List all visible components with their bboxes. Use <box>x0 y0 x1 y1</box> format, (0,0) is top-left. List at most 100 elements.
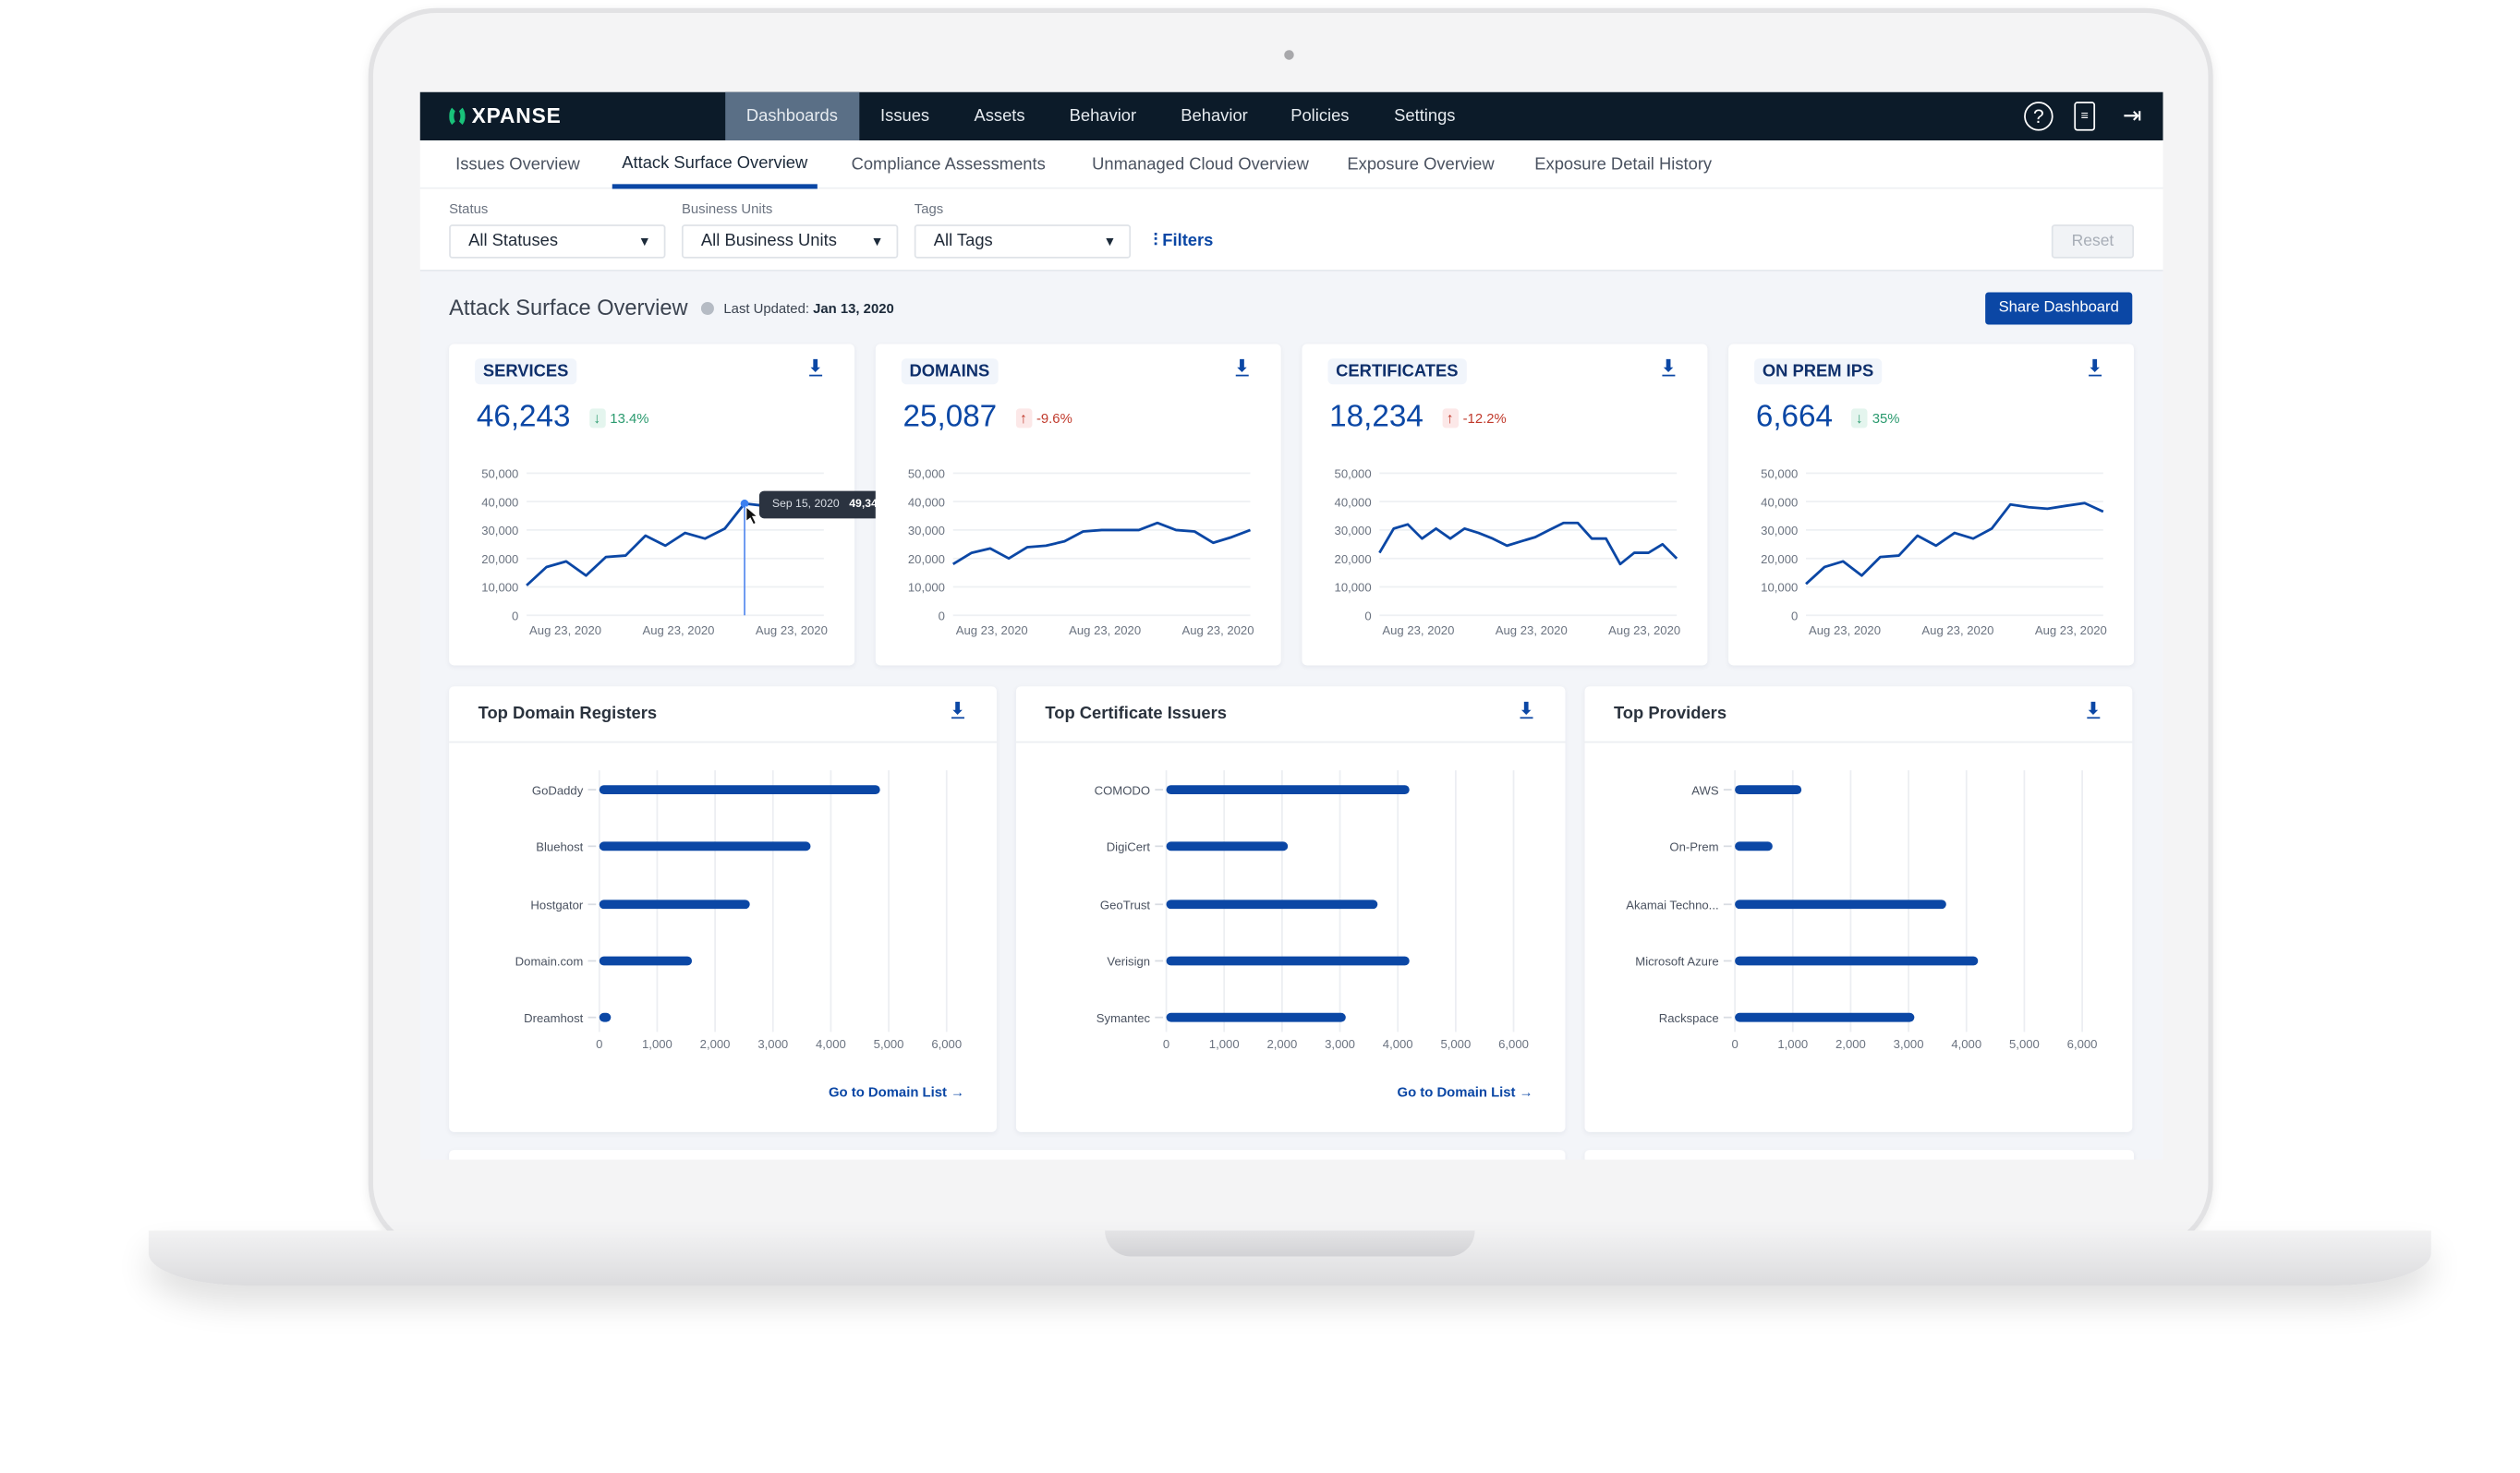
tags-label: Tags <box>915 200 943 216</box>
category-label: Dreamhost <box>524 1011 583 1025</box>
filters-label: Filters <box>1162 231 1213 250</box>
tooltip-date: Sep 15, 2020 <box>772 499 840 510</box>
info-icon[interactable] <box>701 302 714 315</box>
y-tick-label: 40,000 <box>481 495 518 509</box>
nav-tab-behavior-2[interactable]: Behavior <box>1160 92 1269 140</box>
category-label: AWS <box>1691 783 1719 797</box>
x-tick-label: Aug 23, 2020 <box>1608 623 1680 637</box>
x-tick-label: 0 <box>1731 1037 1738 1051</box>
laptop-camera <box>1284 50 1293 59</box>
reset-button[interactable]: Reset <box>2052 224 2134 259</box>
caret-down-icon: ▼ <box>871 226 884 257</box>
x-tick-label: 4,000 <box>816 1037 846 1051</box>
category-label: GoDaddy <box>532 783 584 797</box>
bar <box>600 841 811 851</box>
bar <box>1735 957 1978 966</box>
brand-name: XPANSE <box>472 103 562 127</box>
category-label: On-Prem <box>1669 840 1718 854</box>
x-tick-label: 1,000 <box>642 1037 672 1051</box>
x-tick-label: 0 <box>596 1037 602 1051</box>
logout-icon[interactable]: ⇥ <box>2118 102 2147 130</box>
last-updated-value: Jan 13, 2020 <box>813 300 894 316</box>
help-icon[interactable]: ? <box>2024 102 2053 130</box>
category-label: DigiCert <box>1107 840 1151 854</box>
caret-down-icon: ▼ <box>1103 226 1116 257</box>
y-tick-label: 10,000 <box>1761 581 1798 595</box>
x-tick-label: Aug 23, 2020 <box>1921 623 1993 637</box>
bar <box>1735 785 1801 794</box>
xpanse-logo[interactable]: XPANSE <box>449 103 562 127</box>
x-tick-label: Aug 23, 2020 <box>1069 623 1141 637</box>
bar <box>600 1013 612 1022</box>
logo-mark-icon <box>449 104 465 127</box>
category-label: Rackspace <box>1659 1011 1719 1025</box>
y-tick-label: 40,000 <box>1335 495 1372 509</box>
x-tick-label: Aug 23, 2020 <box>1382 623 1454 637</box>
category-label: COMODO <box>1095 783 1150 797</box>
cursor-icon <box>746 507 757 525</box>
business-units-value: All Business Units <box>701 231 837 250</box>
x-tick-label: 6,000 <box>931 1037 962 1051</box>
category-label: GeoTrust <box>1100 899 1151 912</box>
status-dropdown[interactable]: All Statuses▼ <box>449 224 665 259</box>
business-units-label: Business Units <box>682 200 772 216</box>
tab-exposure-detail-history[interactable]: Exposure Detail History <box>1525 140 1722 188</box>
tab-unmanaged-cloud-overview[interactable]: Unmanaged Cloud Overview <box>1083 140 1319 188</box>
x-tick-label: 6,000 <box>1498 1037 1529 1051</box>
bar <box>1735 1013 1914 1022</box>
y-tick-label: 20,000 <box>1335 552 1372 566</box>
nav-tab-issues[interactable]: Issues <box>859 92 951 140</box>
x-tick-label: 2,000 <box>1266 1037 1297 1051</box>
x-tick-label: 5,000 <box>874 1037 904 1051</box>
document-icon[interactable]: ≡ <box>2074 102 2095 130</box>
tab-attack-surface-overview[interactable]: Attack Surface Overview <box>612 140 818 188</box>
nav-tab-policies[interactable]: Policies <box>1269 92 1370 140</box>
y-tick-label: 30,000 <box>481 524 518 537</box>
tags-value: All Tags <box>934 231 993 250</box>
tab-exposure-overview[interactable]: Exposure Overview <box>1338 140 1504 188</box>
x-tick-label: Aug 23, 2020 <box>1182 623 1254 637</box>
top-nav: XPANSE Dashboards Issues Assets Behavior… <box>420 92 2163 140</box>
go-to-domain-list-link[interactable]: Go to Domain List → <box>829 1083 964 1099</box>
bar <box>1735 841 1773 851</box>
y-tick-label: 10,000 <box>1335 581 1372 595</box>
y-tick-label: 0 <box>1791 610 1798 623</box>
bar <box>600 957 692 966</box>
nav-tab-behavior[interactable]: Behavior <box>1048 92 1157 140</box>
x-tick-label: Aug 23, 2020 <box>1496 623 1568 637</box>
tab-issues-overview[interactable]: Issues Overview <box>446 140 590 188</box>
y-tick-label: 50,000 <box>481 467 518 481</box>
share-dashboard-button[interactable]: Share Dashboard <box>1985 293 2132 325</box>
bar <box>1167 957 1410 966</box>
series-line <box>527 503 764 586</box>
x-tick-label: 2,000 <box>700 1037 731 1051</box>
series-line <box>1806 503 2103 585</box>
x-tick-label: Aug 23, 2020 <box>956 623 1028 637</box>
category-label: Hostgator <box>530 899 583 912</box>
y-tick-label: 50,000 <box>1335 467 1372 481</box>
nav-tab-dashboards[interactable]: Dashboards <box>725 92 858 140</box>
y-tick-label: 0 <box>512 610 518 623</box>
x-tick-label: 3,000 <box>1325 1037 1355 1051</box>
filters-button[interactable]: ⫶ Filters <box>1154 231 1214 252</box>
app-screen: XPANSE Dashboards Issues Assets Behavior… <box>420 92 2163 1160</box>
laptop-notch <box>1105 1231 1474 1257</box>
nav-tab-settings[interactable]: Settings <box>1373 92 1476 140</box>
x-tick-label: 3,000 <box>757 1037 788 1051</box>
last-updated-label: Last Updated: <box>723 300 809 316</box>
tab-compliance-assessments[interactable]: Compliance Assessments <box>842 140 1055 188</box>
nav-tab-assets[interactable]: Assets <box>953 92 1047 140</box>
business-units-dropdown[interactable]: All Business Units ▼ <box>682 224 898 259</box>
tags-dropdown[interactable]: All Tags ▼ <box>915 224 1131 259</box>
go-to-domain-list-link[interactable]: Go to Domain List → <box>1398 1083 1533 1099</box>
y-tick-label: 30,000 <box>1335 524 1372 537</box>
